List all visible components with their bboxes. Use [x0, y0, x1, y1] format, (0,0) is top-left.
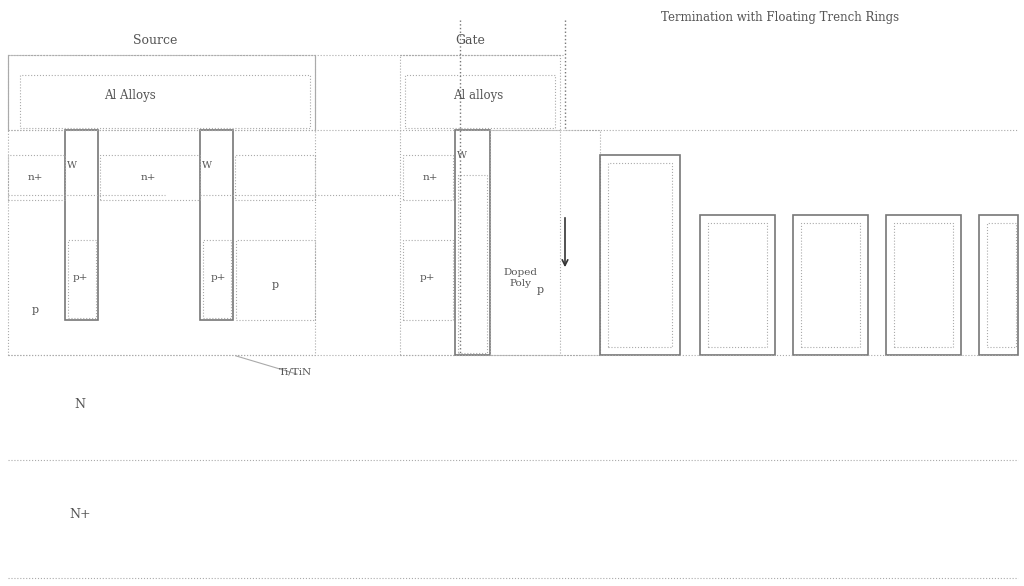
Bar: [708, 223, 767, 347]
Text: Ti/TiN: Ti/TiN: [279, 367, 311, 376]
Bar: [406, 75, 555, 128]
Text: Gate: Gate: [455, 33, 485, 46]
Text: W: W: [457, 151, 467, 159]
Bar: [234, 155, 315, 200]
Bar: [8, 55, 315, 130]
Bar: [403, 155, 453, 200]
Bar: [403, 240, 453, 320]
Text: p: p: [537, 285, 544, 295]
Bar: [203, 240, 231, 318]
Bar: [65, 130, 98, 320]
Bar: [987, 223, 1016, 347]
Bar: [8, 55, 315, 355]
Bar: [200, 130, 233, 320]
Text: p: p: [32, 305, 39, 315]
Bar: [68, 240, 96, 318]
Bar: [455, 130, 490, 355]
Text: n+: n+: [140, 173, 156, 182]
Text: Al alloys: Al alloys: [453, 88, 503, 101]
Text: Doped
Poly: Doped Poly: [503, 268, 537, 288]
Bar: [793, 215, 868, 355]
Bar: [894, 223, 953, 347]
Text: W: W: [67, 161, 77, 169]
Bar: [801, 223, 860, 347]
Bar: [600, 155, 680, 355]
Text: Al Alloys: Al Alloys: [104, 88, 156, 101]
Bar: [236, 240, 315, 320]
Text: n+: n+: [28, 173, 43, 182]
Text: Source: Source: [133, 33, 177, 46]
Text: N+: N+: [70, 509, 91, 522]
Bar: [886, 215, 961, 355]
Bar: [100, 155, 200, 200]
Bar: [608, 163, 672, 347]
Bar: [490, 130, 600, 355]
Bar: [20, 75, 310, 128]
Text: p: p: [271, 280, 279, 290]
Text: p+: p+: [419, 274, 435, 282]
Bar: [458, 175, 487, 353]
Text: p+: p+: [210, 274, 225, 282]
Bar: [400, 55, 560, 355]
Bar: [700, 215, 775, 355]
Bar: [8, 155, 65, 200]
Text: p+: p+: [73, 274, 88, 282]
Text: Termination with Floating Trench Rings: Termination with Floating Trench Rings: [660, 12, 899, 25]
Text: N: N: [75, 398, 85, 411]
Bar: [979, 215, 1018, 355]
Text: W: W: [202, 161, 212, 169]
Text: n+: n+: [422, 173, 437, 182]
